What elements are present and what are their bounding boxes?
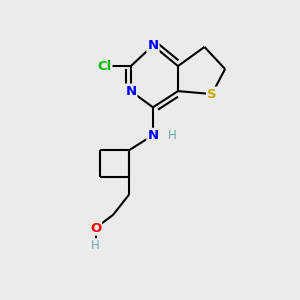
Text: N: N xyxy=(147,39,158,52)
Text: N: N xyxy=(125,85,136,98)
Text: S: S xyxy=(207,88,217,100)
Text: N: N xyxy=(147,129,158,142)
Text: O: O xyxy=(90,221,101,235)
Text: H: H xyxy=(91,239,100,252)
Text: Cl: Cl xyxy=(97,60,112,73)
Text: H: H xyxy=(168,129,176,142)
